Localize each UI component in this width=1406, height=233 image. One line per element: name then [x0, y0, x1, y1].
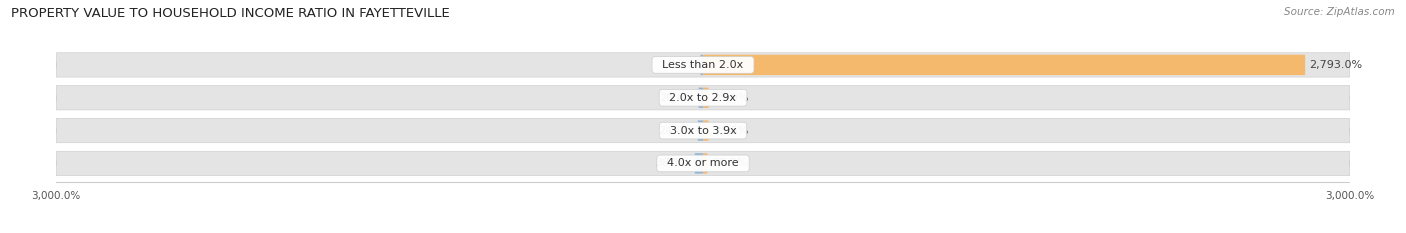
FancyBboxPatch shape [56, 53, 1350, 77]
FancyBboxPatch shape [703, 55, 1305, 75]
FancyBboxPatch shape [56, 118, 1350, 143]
FancyBboxPatch shape [56, 86, 1350, 110]
Text: 11.7%: 11.7% [661, 60, 696, 70]
Text: Less than 2.0x: Less than 2.0x [655, 60, 751, 70]
FancyBboxPatch shape [703, 88, 709, 108]
Text: 25.9%: 25.9% [713, 93, 748, 103]
Text: 25.5%: 25.5% [713, 126, 748, 136]
Text: PROPERTY VALUE TO HOUSEHOLD INCOME RATIO IN FAYETTEVILLE: PROPERTY VALUE TO HOUSEHOLD INCOME RATIO… [11, 7, 450, 20]
Text: 20.9%: 20.9% [711, 158, 748, 168]
Text: 2,793.0%: 2,793.0% [1309, 60, 1362, 70]
FancyBboxPatch shape [695, 153, 703, 174]
Text: 4.0x or more: 4.0x or more [661, 158, 745, 168]
FancyBboxPatch shape [703, 120, 709, 141]
Text: 2.0x to 2.9x: 2.0x to 2.9x [662, 93, 744, 103]
FancyBboxPatch shape [703, 153, 707, 174]
Text: 20.4%: 20.4% [659, 93, 695, 103]
FancyBboxPatch shape [697, 120, 703, 141]
Text: 3.0x to 3.9x: 3.0x to 3.9x [662, 126, 744, 136]
Text: 38.1%: 38.1% [655, 158, 690, 168]
FancyBboxPatch shape [699, 88, 703, 108]
Text: Source: ZipAtlas.com: Source: ZipAtlas.com [1284, 7, 1395, 17]
Text: 24.0%: 24.0% [658, 126, 693, 136]
FancyBboxPatch shape [700, 55, 703, 75]
FancyBboxPatch shape [56, 151, 1350, 176]
